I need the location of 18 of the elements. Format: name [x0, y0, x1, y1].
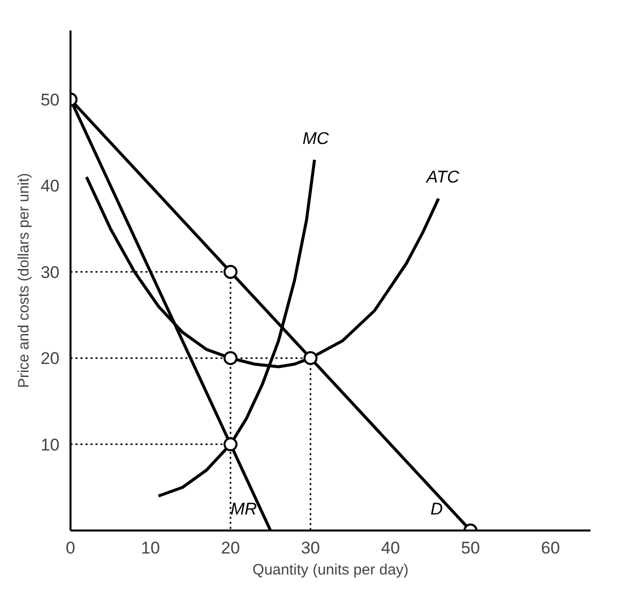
x-tick-label: 10 [141, 538, 160, 558]
series-label: MC [302, 128, 330, 148]
series-label: D [430, 500, 443, 518]
x-tick-label: 30 [301, 538, 320, 558]
x-tick-label: 40 [381, 538, 400, 558]
series-label: ATC [426, 168, 460, 187]
x-axis-title: Quantity (units per day) [252, 562, 408, 578]
y-tick-label: 50 [40, 90, 60, 110]
x-tick-label: 20 [221, 538, 240, 558]
x-tick-label: 60 [541, 538, 560, 558]
y-tick-label: 40 [40, 176, 60, 196]
x-tick-label: 0 [66, 538, 76, 558]
series-label: MR [230, 500, 257, 518]
y-tick-label: 20 [40, 349, 60, 368]
y-axis-title: Price and costs (dollars per unit) [16, 172, 33, 388]
y-tick-label: 30 [40, 262, 60, 282]
x-tick-label: 50 [461, 538, 480, 558]
y-tick-label: 10 [40, 435, 60, 454]
